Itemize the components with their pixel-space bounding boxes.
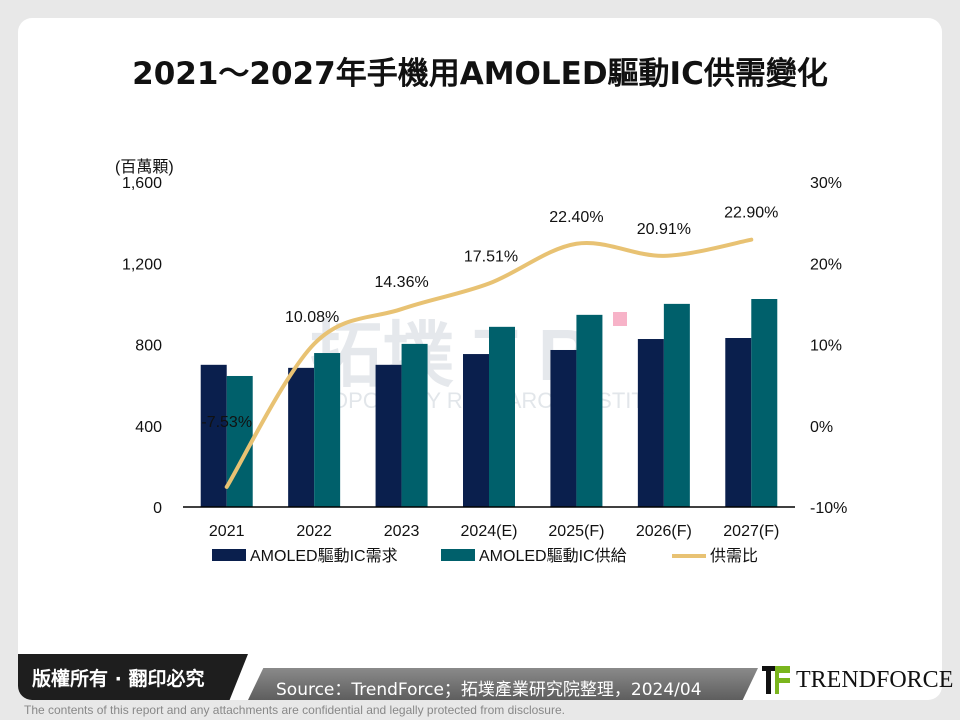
trendforce-logo-icon [762, 666, 790, 694]
bar-demand [637, 339, 664, 507]
x-tick-label: 2026(F) [636, 523, 692, 540]
line-supply-demand-ratio [224, 237, 754, 489]
data-label-ratio: 22.90% [724, 205, 778, 222]
bar-demand [375, 364, 402, 507]
y2-tick-label: -10% [810, 500, 847, 517]
source-text: Source：TrendForce；拓墣產業研究院整理，2024/04 [276, 680, 702, 700]
copyright-banner: 版權所有 · 翻印必究 [18, 654, 248, 700]
watermark-logo: 拓墣 T R [310, 316, 590, 396]
bar-demand [288, 367, 315, 507]
y-axis-label: (百萬顆) [115, 158, 174, 176]
legend-label-demand: AMOLED驅動IC需求 [250, 547, 398, 565]
y-tick-label: 0 [153, 500, 162, 517]
y2-tick-label: 0% [810, 419, 833, 436]
bar-supply [489, 326, 515, 507]
x-tick-label: 2027(F) [723, 523, 779, 540]
legend-swatch-supply [441, 549, 475, 561]
bar-demand [550, 349, 577, 507]
x-tick-label: 2025(F) [548, 523, 604, 540]
bar-supply [401, 343, 428, 507]
x-tick-label: 2023 [384, 523, 420, 540]
y-tick-label: 1,200 [122, 256, 162, 273]
data-label-ratio: 14.36% [374, 274, 428, 291]
y-tick-label: 1,600 [122, 175, 162, 192]
bar-demand [725, 338, 752, 507]
watermark-dot [613, 312, 627, 326]
data-label-ratio: -7.53% [201, 414, 252, 431]
bar-supply [226, 375, 253, 507]
x-tick-label: 2022 [296, 523, 332, 540]
bar-supply [314, 353, 341, 507]
bar-demand [200, 364, 227, 507]
x-tick-label: 2024(E) [461, 523, 518, 540]
bar-demand [463, 354, 489, 507]
y-tick-label: 400 [135, 419, 162, 436]
x-tick-label: 2021 [209, 523, 245, 540]
bar-supply [663, 303, 690, 507]
bar-supply [576, 314, 603, 507]
data-label-ratio: 17.51% [464, 248, 518, 265]
legend-label-supply: AMOLED驅動IC供給 [479, 547, 627, 565]
data-label-ratio: 20.91% [637, 221, 691, 238]
data-label-ratio: 10.08% [285, 309, 339, 326]
disclaimer: The contents of this report and any atta… [24, 703, 565, 717]
trendforce-logo: TRENDFORCE [762, 666, 953, 694]
logo-wordmark: TRENDFORCE [796, 666, 954, 693]
legend-swatch-demand [212, 549, 246, 561]
data-label-ratio: 22.40% [549, 209, 603, 226]
y2-tick-label: 30% [810, 175, 842, 192]
chart-title: 2021～2027年手機用AMOLED驅動IC供需變化 [132, 56, 828, 92]
y-tick-label: 800 [135, 338, 162, 355]
legend-label-ratio: 供需比 [710, 547, 758, 565]
bar-supply [751, 299, 778, 507]
y2-tick-label: 20% [810, 256, 842, 273]
copyright-text: 版權所有 · 翻印必究 [32, 668, 205, 690]
y2-tick-label: 10% [810, 338, 842, 355]
source-banner: Source：TrendForce；拓墣產業研究院整理，2024/04 [248, 668, 758, 700]
